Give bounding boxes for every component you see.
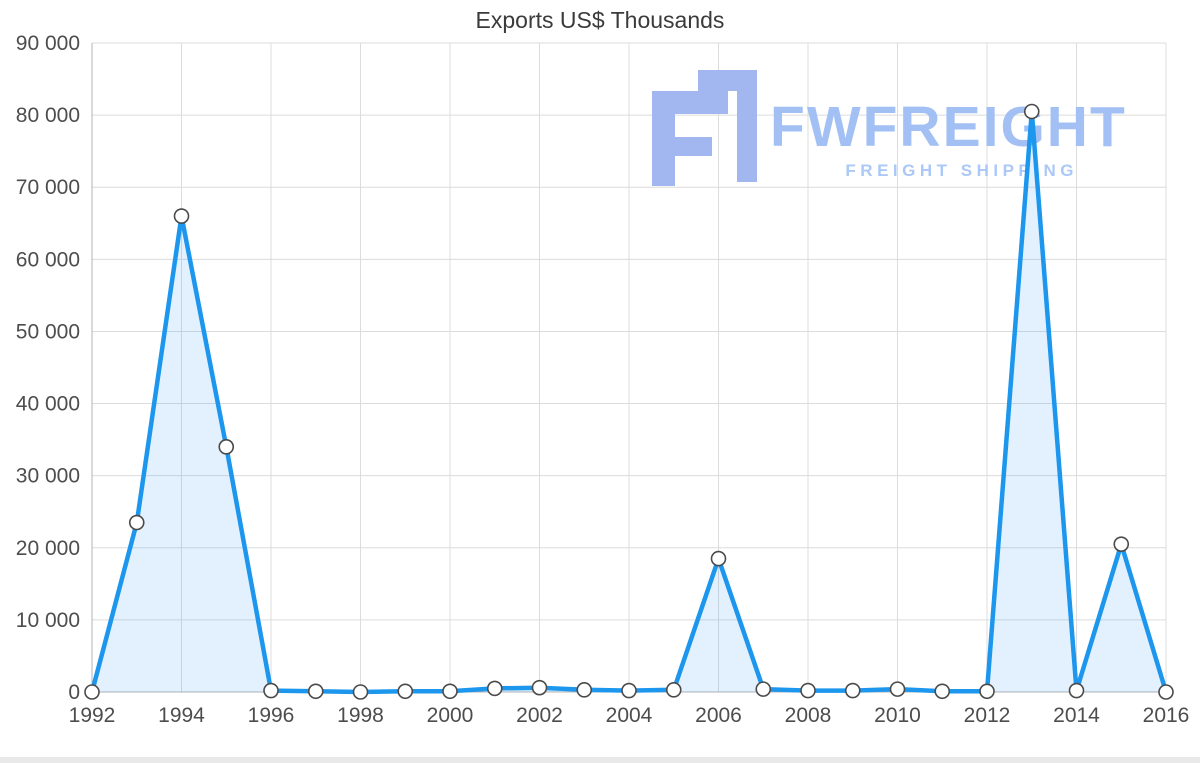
x-tick-label: 1996 (248, 704, 295, 727)
x-tick-label: 1994 (158, 704, 205, 727)
data-point-marker[interactable] (263, 682, 279, 699)
x-tick-label: 2006 (695, 704, 742, 727)
x-tick-label: 2004 (606, 704, 653, 727)
watermark-brand-text: FWFREIGHT (770, 95, 1127, 159)
y-tick-label: 60 000 (16, 248, 80, 271)
data-point-marker[interactable] (889, 681, 906, 697)
x-tick-label: 2008 (785, 704, 832, 727)
data-point-marker[interactable] (1158, 684, 1174, 700)
data-point-marker[interactable] (800, 682, 816, 699)
fwfreight-watermark: FWFREIGHT FREIGHT SHIPPING (652, 70, 1127, 186)
x-tick-label: 1992 (69, 704, 116, 727)
x-tick-label: 2012 (964, 704, 1011, 727)
data-point-marker[interactable] (173, 208, 190, 224)
y-tick-label: 90 000 (16, 32, 80, 55)
data-point-marker[interactable] (307, 683, 324, 700)
data-point-marker[interactable] (576, 682, 593, 698)
x-tick-label: 1998 (337, 704, 384, 727)
y-tick-label: 0 (68, 681, 80, 704)
fwfreight-logo-icon (652, 70, 757, 186)
data-point-marker[interactable] (397, 683, 414, 700)
x-tick-label: 2016 (1143, 704, 1190, 727)
data-point-marker[interactable] (1113, 536, 1130, 552)
data-point-marker[interactable] (218, 439, 235, 455)
x-tick-label: 2000 (427, 704, 474, 727)
data-point-marker[interactable] (979, 683, 995, 700)
y-tick-label: 10 000 (16, 609, 80, 632)
data-point-marker[interactable] (531, 679, 548, 696)
data-point-marker[interactable] (934, 683, 951, 700)
data-point-marker[interactable] (755, 681, 772, 697)
x-tick-label: 2014 (1053, 704, 1100, 727)
axis-labels: 0 10 000 20 000 30 000 40 000 50 000 60 000 70 … (16, 32, 1190, 727)
y-tick-label: 80 000 (16, 104, 80, 127)
data-point-marker[interactable] (844, 682, 861, 699)
data-point-marker[interactable] (84, 684, 100, 700)
chart-title: Exports US$ Thousands (475, 7, 725, 33)
data-point-marker[interactable] (1023, 103, 1040, 120)
y-tick-label: 30 000 (16, 465, 80, 488)
area-fill (92, 111, 1166, 692)
data-point-marker[interactable] (665, 682, 682, 698)
x-tick-label: 2010 (874, 704, 921, 727)
data-point-marker[interactable] (442, 683, 458, 700)
y-tick-label: 40 000 (16, 393, 80, 416)
y-tick-label: 20 000 (16, 537, 80, 560)
data-point-marker[interactable] (710, 550, 727, 567)
data-point-marker[interactable] (1068, 682, 1085, 699)
data-point-marker[interactable] (128, 514, 145, 531)
series-layer (84, 103, 1174, 700)
y-tick-label: 50 000 (16, 320, 80, 343)
data-point-marker[interactable] (621, 682, 637, 699)
y-tick-label: 70 000 (16, 176, 80, 199)
data-point-marker[interactable] (352, 684, 369, 700)
watermark-tagline-text: FREIGHT SHIPPING (845, 161, 1078, 180)
horizontal-scrollbar[interactable] (0, 757, 1200, 763)
data-point-marker[interactable] (486, 680, 503, 697)
x-tick-label: 2002 (516, 704, 563, 727)
